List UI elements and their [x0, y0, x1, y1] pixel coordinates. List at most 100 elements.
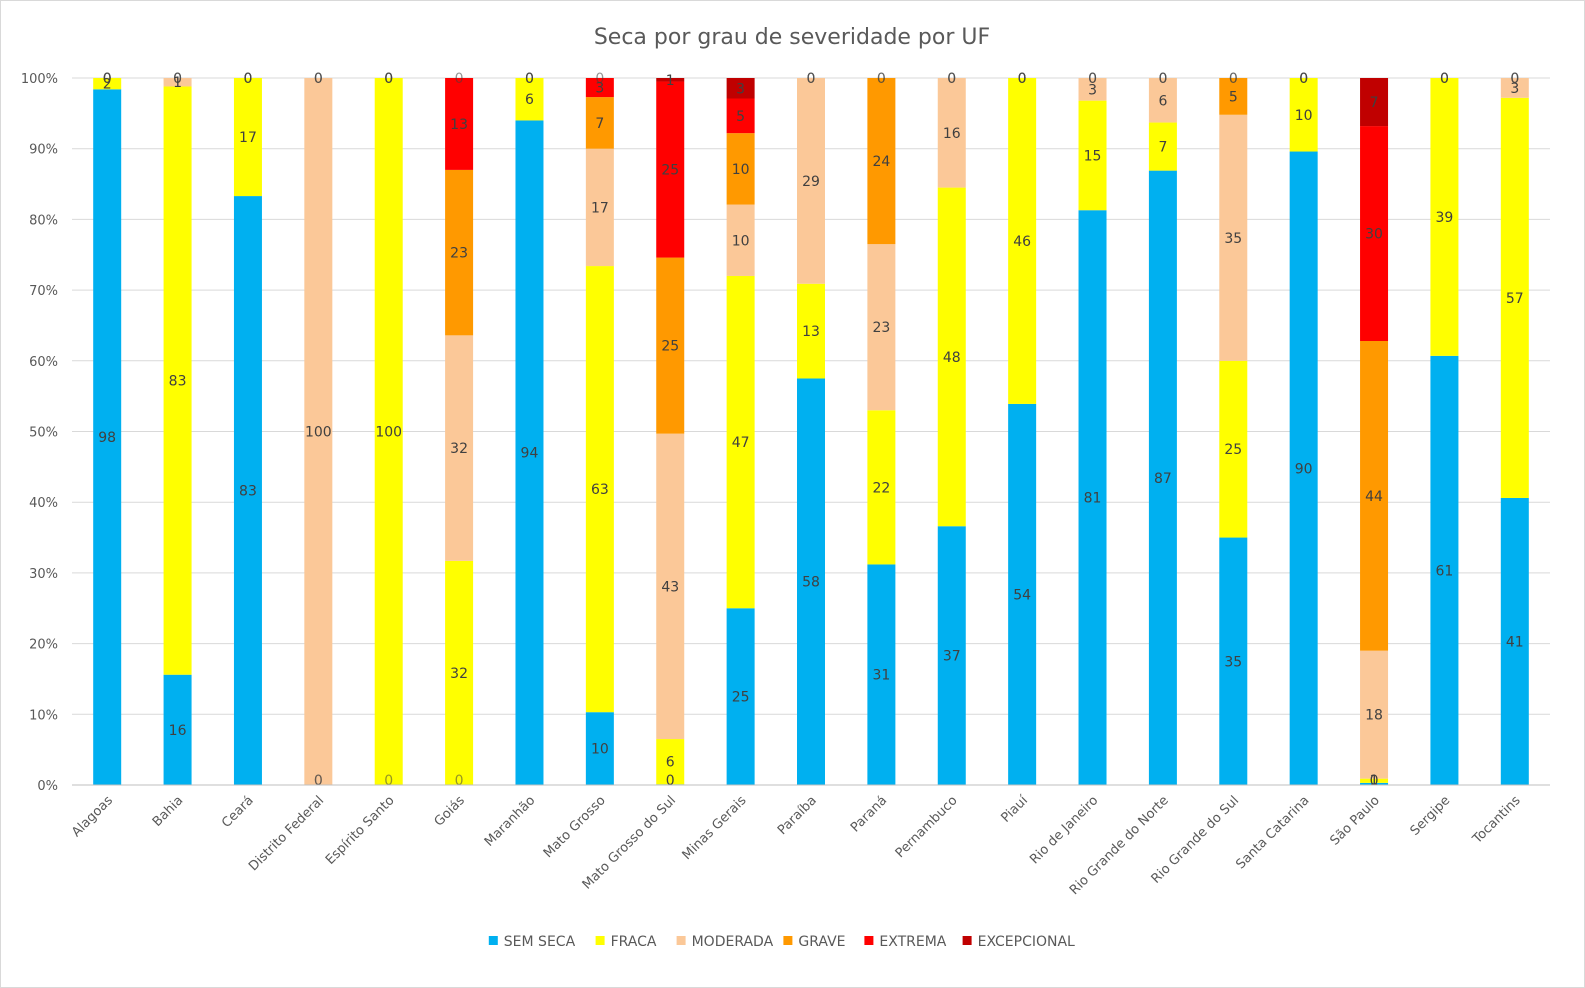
data-label: 0: [947, 71, 956, 87]
data-label: 0: [314, 71, 323, 87]
data-label: 0: [103, 71, 112, 87]
bar-segment: [163, 674, 192, 785]
bar-segment: [1360, 778, 1389, 783]
bar-segment: [1148, 170, 1177, 785]
bar-segment: [163, 78, 192, 87]
data-label: 0: [103, 71, 112, 87]
data-label: 10: [732, 162, 750, 178]
data-label: 0: [1440, 71, 1449, 87]
data-label: 0: [1088, 71, 1097, 87]
bar-segment: [374, 78, 403, 785]
bar-segment: [797, 283, 825, 379]
data-label: 13: [450, 117, 468, 133]
bar-segment: [1500, 78, 1529, 98]
data-label: 90: [1295, 461, 1313, 477]
data-label: 5: [736, 109, 745, 125]
bar-segment: [726, 98, 755, 134]
bar-segment: [1078, 78, 1107, 101]
bar-segment: [937, 187, 966, 527]
bar-segment: [1360, 782, 1389, 785]
data-label: 100: [375, 425, 402, 441]
bar-segment: [656, 739, 685, 785]
data-label: 23: [872, 320, 890, 336]
data-label: 94: [521, 446, 539, 462]
data-label: 0: [384, 71, 393, 87]
bar-segment: [1148, 78, 1177, 123]
data-label: 47: [732, 435, 750, 451]
bar-segment: [726, 133, 755, 205]
bar-segment: [656, 81, 685, 258]
data-label: 16: [943, 126, 961, 142]
legend-entry: EXTREMA: [879, 934, 946, 950]
data-label: 0: [877, 71, 886, 87]
data-label: 58: [802, 575, 820, 591]
data-label: 0: [1299, 71, 1308, 87]
data-label: 0: [807, 71, 816, 87]
bar-segment: [797, 378, 825, 785]
legend-entry: EXCEPCIONAL: [978, 934, 1075, 950]
data-label: 1: [173, 75, 182, 91]
bar-segment: [163, 86, 192, 675]
bar-segment: [1078, 100, 1107, 211]
data-label: 0: [1158, 71, 1167, 87]
data-label: 10: [732, 233, 750, 249]
y-axis-ticks: 0% 10% 20% 30% 40% 50% 60% 70% 80% 90% 100%: [21, 72, 58, 794]
data-label: 22: [872, 480, 890, 496]
data-label: 0: [455, 71, 464, 87]
data-label: 0: [243, 71, 252, 87]
legend-swatch: [488, 936, 498, 945]
data-label: 0: [173, 71, 182, 87]
bar-segment: [726, 204, 755, 276]
bar-segment: [1500, 497, 1529, 785]
data-label: 25: [661, 339, 679, 355]
bar-segment: [233, 196, 262, 786]
bar-segment: [1219, 78, 1248, 115]
data-label: 10: [591, 742, 609, 758]
data-label: 81: [1084, 491, 1102, 507]
data-label: 3: [736, 81, 745, 97]
legend-swatch: [962, 936, 972, 945]
data-label: 0: [947, 71, 956, 87]
data-label: 0: [525, 71, 534, 87]
bar-segment: [1008, 78, 1037, 404]
bar-segment: [1148, 122, 1177, 171]
bar-segment: [1219, 537, 1248, 785]
data-label: 100: [305, 425, 332, 441]
data-label: 0: [173, 71, 182, 87]
data-label: 0: [1088, 71, 1097, 87]
data-label: 0: [1018, 71, 1027, 87]
bar-segment: [726, 608, 755, 785]
legend-swatch: [864, 936, 874, 945]
data-label: 10: [1295, 108, 1313, 124]
data-label: 23: [450, 246, 468, 262]
bar-segment: [585, 712, 614, 785]
data-label: 0: [1510, 71, 1519, 87]
bar-segment: [1008, 403, 1037, 785]
data-label: 83: [169, 374, 187, 390]
bar-segment: [867, 78, 896, 245]
data-label: 0: [1299, 71, 1308, 87]
data-label: 0: [595, 71, 604, 87]
bar-segment: [1289, 78, 1318, 152]
data-label: 46: [1013, 234, 1031, 250]
bar-segment: [445, 560, 474, 785]
data-label: 39: [1436, 210, 1454, 226]
data-label: 0: [1018, 71, 1027, 87]
data-label: 0: [314, 773, 323, 789]
y-tick-label: 70%: [29, 284, 58, 299]
bar-segment: [304, 78, 333, 785]
bar-segment: [656, 257, 685, 434]
bar-segment: [937, 526, 966, 785]
bar-segment: [656, 78, 685, 82]
data-label: 3: [595, 81, 604, 97]
legend: SEM SECA FRACA MODERADA GRAVE EXTREMA EXCEPCI…: [488, 934, 1075, 950]
data-label: 0: [1440, 71, 1449, 87]
data-label: 0: [1018, 71, 1027, 87]
data-label: 0: [243, 71, 252, 87]
bar-segment: [1360, 650, 1389, 779]
data-label: 0: [1158, 71, 1167, 87]
data-label: 0: [1510, 71, 1519, 87]
bar-segment: [233, 78, 262, 197]
data-label: 15: [1084, 148, 1102, 164]
